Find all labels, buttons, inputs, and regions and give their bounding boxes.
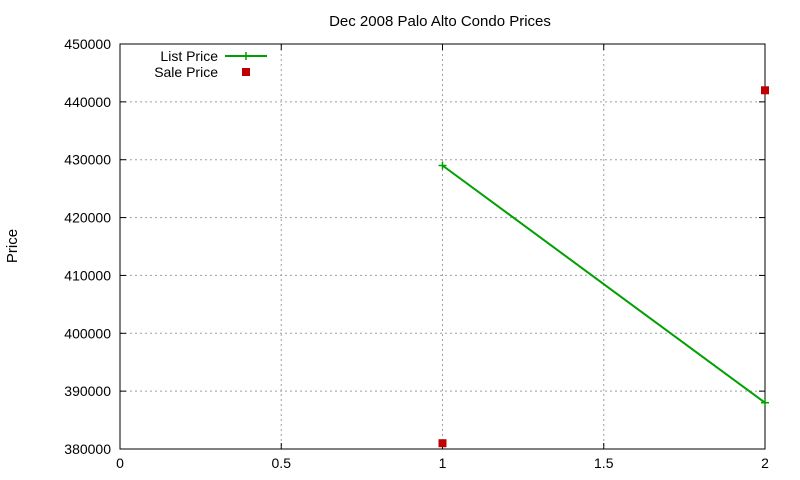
sale-price-series bbox=[438, 86, 769, 448]
y-tick-label: 390000 bbox=[64, 383, 111, 399]
x-tick-label: 0 bbox=[116, 455, 124, 471]
sale-price-point bbox=[438, 439, 447, 448]
legend-item-sale-price: Sale Price bbox=[154, 64, 250, 80]
list-price-series bbox=[438, 161, 769, 407]
x-tick-label: 0.5 bbox=[272, 455, 292, 471]
x-tick-label: 2 bbox=[761, 455, 769, 471]
y-tick-label: 440000 bbox=[64, 94, 111, 110]
y-tick-label: 380000 bbox=[64, 441, 111, 457]
axes: 0 0.5 1 1.5 2 380000 390000 400000 410000 420000 4… bbox=[64, 36, 769, 471]
legend-label: Sale Price bbox=[154, 64, 218, 80]
y-tick-label: 450000 bbox=[64, 36, 111, 52]
grid bbox=[120, 44, 765, 449]
plot-series bbox=[438, 86, 769, 448]
legend-marker bbox=[242, 68, 250, 76]
legend-marker bbox=[242, 52, 250, 60]
list-price-point bbox=[761, 398, 769, 407]
sale-price-point bbox=[761, 86, 769, 95]
y-tick-label: 430000 bbox=[64, 152, 111, 168]
legend-item-list-price: List Price bbox=[160, 48, 267, 64]
y-axis-label: Price bbox=[4, 229, 21, 263]
y-tick-label: 400000 bbox=[64, 325, 111, 341]
y-tick-label: 410000 bbox=[64, 267, 111, 283]
list-price-line bbox=[441, 164, 766, 404]
chart-title: Dec 2008 Palo Alto Condo Prices bbox=[329, 13, 551, 30]
x-tick-label: 1.5 bbox=[594, 455, 614, 471]
y-tick-label: 420000 bbox=[64, 210, 111, 226]
list-price-point bbox=[438, 161, 447, 170]
legend-label: List Price bbox=[160, 48, 218, 64]
x-tick-label: 1 bbox=[439, 455, 447, 471]
